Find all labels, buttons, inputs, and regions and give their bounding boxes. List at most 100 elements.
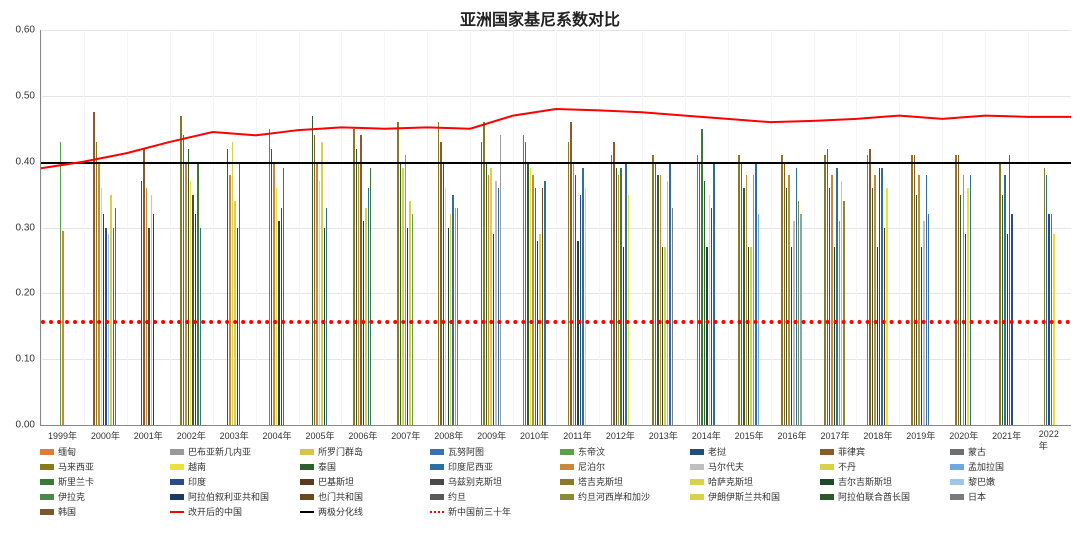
legend-label: 韩国	[58, 505, 76, 518]
legend-swatch	[300, 464, 314, 470]
x-tick-label: 2017年	[820, 425, 849, 442]
x-tick-label: 2000年	[91, 425, 120, 442]
legend-swatch	[40, 509, 54, 515]
legend-label: 缅甸	[58, 445, 76, 458]
legend-swatch	[820, 464, 834, 470]
y-tick-label: 0.50	[16, 90, 41, 101]
x-tick-label: 2006年	[348, 425, 377, 442]
x-tick-label: 2012年	[606, 425, 635, 442]
legend-swatch	[690, 464, 704, 470]
x-tick-label: 2010年	[520, 425, 549, 442]
legend-label: 印度	[188, 475, 206, 488]
legend-label: 瓦努阿图	[448, 445, 484, 458]
legend-label: 两极分化线	[318, 505, 363, 518]
x-tick-label: 2002年	[177, 425, 206, 442]
legend-item: 两极分化线	[300, 505, 420, 518]
legend-swatch	[300, 449, 314, 455]
legend-label: 马来西亚	[58, 460, 94, 473]
legend-swatch	[950, 449, 964, 455]
legend-item: 缅甸	[40, 445, 160, 458]
legend-item: 伊朗伊斯兰共和国	[690, 490, 810, 503]
legend-item: 蒙古	[950, 445, 1070, 458]
legend-item: 所罗门群岛	[300, 445, 420, 458]
plot-area: 0.000.100.200.300.400.500.601999年2000年20…	[40, 30, 1071, 426]
legend: 缅甸巴布亚新几内亚所罗门群岛瓦努阿图东帝汶老挝菲律宾蒙古马来西亚越南泰国印度尼西…	[40, 445, 1070, 518]
y-tick-label: 0.10	[16, 354, 41, 365]
legend-label: 马尔代夫	[708, 460, 744, 473]
legend-swatch	[950, 494, 964, 500]
legend-item: 印度尼西亚	[430, 460, 550, 473]
legend-swatch	[430, 449, 444, 455]
legend-item: 瓦努阿图	[430, 445, 550, 458]
legend-item: 马尔代夫	[690, 460, 810, 473]
legend-swatch	[560, 449, 574, 455]
legend-label: 新中国前三十年	[448, 505, 511, 518]
x-tick-label: 2018年	[863, 425, 892, 442]
legend-item: 约旦河西岸和加沙	[560, 490, 680, 503]
x-tick-label: 2004年	[263, 425, 292, 442]
x-tick-label: 2007年	[391, 425, 420, 442]
chart-title: 亚洲国家基尼系数对比	[0, 6, 1080, 30]
legend-item: 改开后的中国	[170, 505, 290, 518]
legend-swatch	[170, 449, 184, 455]
legend-label: 约旦	[448, 490, 466, 503]
legend-item: 韩国	[40, 505, 160, 518]
legend-swatch	[560, 479, 574, 485]
y-tick-label: 0.30	[16, 222, 41, 233]
legend-label: 菲律宾	[838, 445, 865, 458]
legend-label: 泰国	[318, 460, 336, 473]
x-tick-label: 2003年	[220, 425, 249, 442]
legend-label: 老挝	[708, 445, 726, 458]
legend-swatch	[300, 494, 314, 500]
legend-label: 乌兹别克斯坦	[448, 475, 502, 488]
y-tick-label: 0.40	[16, 156, 41, 167]
legend-swatch	[430, 494, 444, 500]
x-tick-label: 2009年	[477, 425, 506, 442]
legend-item: 马来西亚	[40, 460, 160, 473]
x-tick-label: 2008年	[434, 425, 463, 442]
legend-swatch	[430, 479, 444, 485]
legend-label: 约旦河西岸和加沙	[578, 490, 650, 503]
legend-swatch	[40, 494, 54, 500]
legend-swatch	[170, 464, 184, 470]
legend-swatch	[300, 511, 314, 513]
legend-item: 哈萨克斯坦	[690, 475, 810, 488]
x-tick-label: 2020年	[949, 425, 978, 442]
legend-swatch	[560, 464, 574, 470]
legend-item: 伊拉克	[40, 490, 160, 503]
y-tick-label: 0.20	[16, 288, 41, 299]
legend-label: 塔吉克斯坦	[578, 475, 623, 488]
legend-item: 塔吉克斯坦	[560, 475, 680, 488]
legend-swatch	[430, 464, 444, 470]
legend-label: 吉尔吉斯斯坦	[838, 475, 892, 488]
legend-label: 越南	[188, 460, 206, 473]
legend-label: 伊拉克	[58, 490, 85, 503]
legend-label: 蒙古	[968, 445, 986, 458]
legend-item: 东帝汶	[560, 445, 680, 458]
legend-swatch	[950, 464, 964, 470]
legend-swatch	[40, 479, 54, 485]
legend-item: 也门共和国	[300, 490, 420, 503]
legend-label: 哈萨克斯坦	[708, 475, 753, 488]
legend-item: 黎巴嫩	[950, 475, 1070, 488]
legend-item: 乌兹别克斯坦	[430, 475, 550, 488]
x-tick-label: 2011年	[563, 425, 591, 442]
legend-swatch	[40, 464, 54, 470]
legend-item: 孟加拉国	[950, 460, 1070, 473]
legend-swatch	[430, 511, 444, 513]
legend-swatch	[820, 494, 834, 500]
x-tick-label: 2005年	[305, 425, 334, 442]
x-tick-label: 2019年	[906, 425, 935, 442]
legend-item: 不丹	[820, 460, 940, 473]
x-tick-label: 2001年	[134, 425, 163, 442]
legend-swatch	[820, 479, 834, 485]
legend-label: 阿拉伯叙利亚共和国	[188, 490, 269, 503]
legend-label: 伊朗伊斯兰共和国	[708, 490, 780, 503]
legend-item: 吉尔吉斯斯坦	[820, 475, 940, 488]
legend-swatch	[690, 494, 704, 500]
legend-label: 也门共和国	[318, 490, 363, 503]
legend-item: 斯里兰卡	[40, 475, 160, 488]
x-tick-label: 2015年	[735, 425, 764, 442]
legend-item: 巴基斯坦	[300, 475, 420, 488]
legend-label: 阿拉伯联合酋长国	[838, 490, 910, 503]
